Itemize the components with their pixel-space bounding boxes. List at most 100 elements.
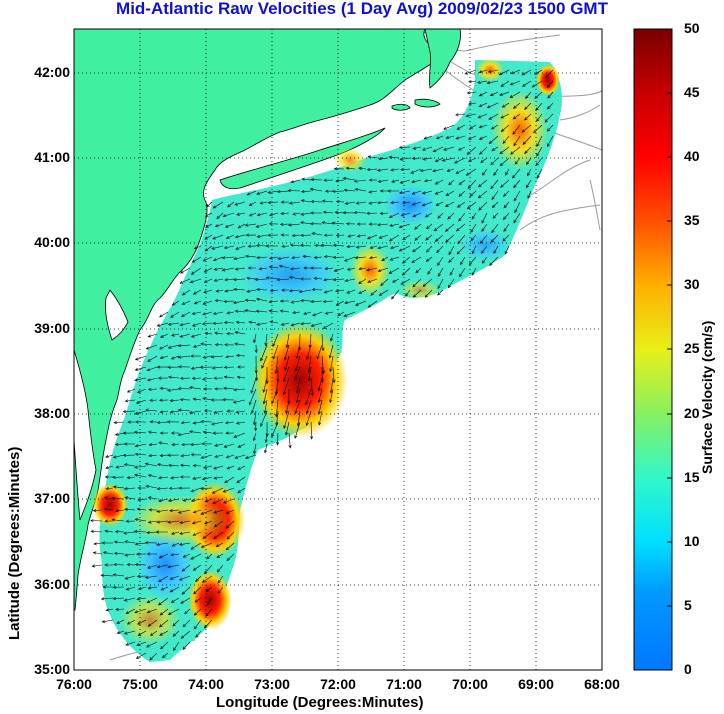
velocity-vector — [285, 421, 290, 436]
velocity-vector — [527, 190, 532, 199]
velocity-vector — [146, 597, 158, 603]
velocity-vector — [412, 245, 422, 253]
velocity-vector — [290, 300, 301, 304]
velocity-vector — [202, 256, 213, 262]
velocity-vector — [254, 277, 268, 282]
velocity-vector — [136, 388, 147, 393]
velocity-vector — [505, 168, 510, 176]
velocity-vector — [392, 278, 400, 283]
colorbar-label: Surface Velocity (cm/s) — [699, 320, 715, 474]
velocity-vector — [193, 608, 202, 616]
velocity-vector — [177, 432, 191, 437]
velocity-vector — [210, 398, 223, 402]
velocity-vector — [448, 245, 455, 256]
velocity-vector — [168, 463, 180, 467]
velocity-vector — [264, 333, 268, 347]
velocity-vector — [332, 278, 345, 282]
velocity-vector — [115, 509, 125, 513]
velocity-vector — [335, 289, 345, 293]
velocity-vector — [102, 551, 114, 555]
velocity-vector — [488, 113, 499, 120]
velocity-vector — [344, 201, 356, 205]
velocity-vector — [223, 386, 235, 390]
velocity-vector — [160, 641, 169, 650]
velocity-vector — [234, 342, 246, 346]
velocity-vector — [123, 597, 136, 602]
velocity-vector — [159, 453, 169, 458]
velocity-vector — [200, 454, 213, 459]
velocity-vector — [247, 266, 256, 270]
velocity-vector — [248, 388, 257, 406]
y-tick-label: 36:00 — [34, 576, 70, 592]
chesapeake-bay — [74, 349, 97, 521]
velocity-vector — [466, 201, 477, 210]
velocity-vector — [244, 223, 257, 227]
velocity-vector — [156, 420, 169, 425]
velocity-vector — [531, 80, 543, 88]
velocity-vector — [149, 630, 158, 636]
velocity-vector — [192, 421, 202, 425]
velocity-vector — [524, 102, 532, 110]
velocity-vector — [147, 496, 158, 500]
velocity-vector — [146, 552, 157, 556]
velocity-vector — [513, 135, 521, 147]
velocity-vector — [168, 608, 180, 615]
velocity-vector — [276, 278, 290, 282]
velocity-vector — [486, 102, 499, 109]
velocity-vector — [499, 91, 510, 96]
velocity-vector — [237, 443, 246, 448]
velocity-vector — [311, 232, 323, 236]
velocity-vector — [134, 452, 147, 456]
velocity-vector — [277, 256, 290, 260]
velocity-vector — [468, 102, 477, 106]
cape-cod — [424, 29, 461, 89]
velocity-vector — [236, 476, 246, 484]
velocity-vector — [466, 91, 477, 95]
velocity-vector — [135, 420, 146, 424]
velocity-vector — [214, 223, 224, 228]
velocity-vector — [146, 531, 158, 535]
velocity-vector — [113, 563, 125, 567]
velocity-vector — [376, 168, 389, 172]
velocity-vector — [535, 102, 543, 111]
velocity-vector — [324, 267, 334, 271]
velocity-vector — [226, 332, 235, 336]
velocity-vector — [225, 234, 235, 239]
velocity-vector — [388, 212, 400, 218]
velocity-vector — [267, 200, 279, 205]
velocity-vector — [204, 212, 213, 217]
velocity-vector — [177, 355, 191, 359]
velocity-vector — [265, 276, 279, 280]
velocity-vector — [237, 365, 246, 369]
velocity-vector — [158, 553, 169, 559]
velocity-vector — [306, 344, 312, 360]
velocity-vector — [171, 531, 180, 535]
velocity-vector — [399, 157, 411, 161]
velocity-vector — [226, 465, 235, 470]
velocity-vector — [288, 432, 292, 449]
velocity-vector — [226, 409, 235, 413]
velocity-vector — [223, 245, 235, 249]
velocity-vector — [192, 476, 202, 480]
velocity-vector — [211, 245, 224, 250]
velocity-vector — [317, 388, 323, 403]
velocity-vector — [251, 399, 257, 415]
velocity-vector — [256, 322, 268, 326]
velocity-vector — [178, 575, 191, 581]
velocity-vector — [167, 375, 180, 379]
velocity-vector — [181, 586, 191, 595]
velocity-vector — [169, 398, 180, 403]
velocity-vector — [368, 178, 378, 182]
colorbar-tick-label: 25 — [684, 340, 700, 356]
velocity-vector — [223, 299, 235, 303]
velocity-vector — [112, 475, 125, 479]
velocity-vector — [447, 212, 455, 220]
velocity-vector — [421, 146, 433, 151]
velocity-vector — [353, 179, 367, 183]
velocity-vector — [221, 267, 235, 272]
velocity-vector — [522, 135, 532, 146]
velocity-vector — [148, 508, 158, 512]
velocity-vector — [478, 179, 488, 188]
velocity-vector — [514, 157, 521, 165]
velocity-vector — [223, 321, 235, 325]
